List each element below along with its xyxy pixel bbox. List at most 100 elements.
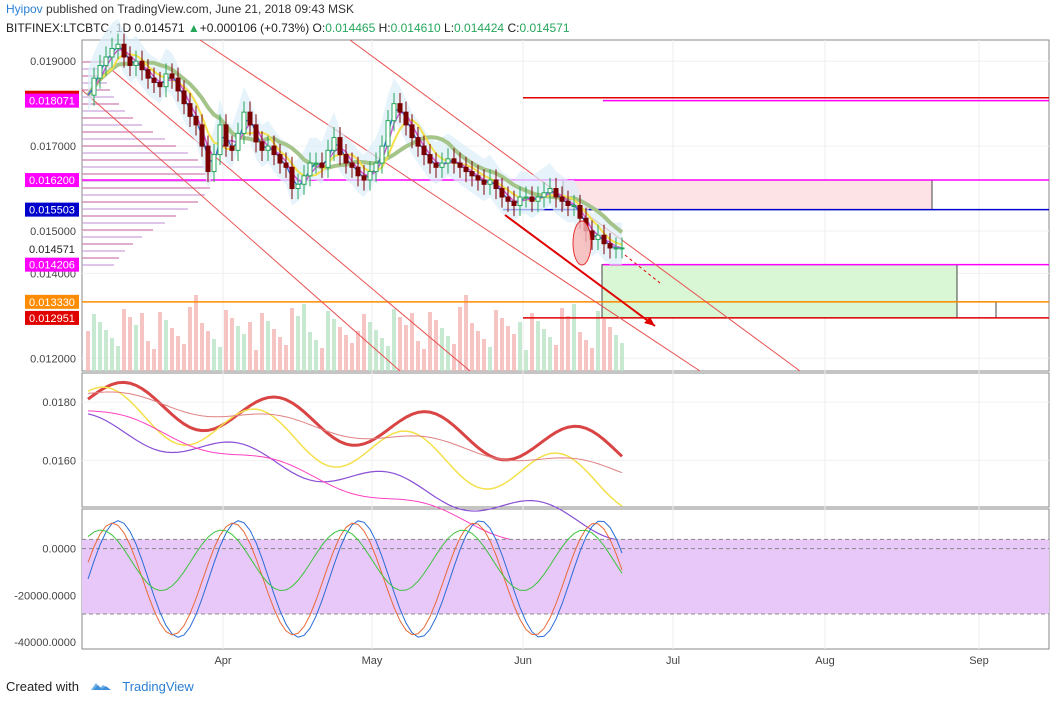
- volume-bar: [368, 322, 372, 371]
- author-link[interactable]: Hyipov: [6, 2, 43, 16]
- price-tag-label: 0.016200: [29, 175, 75, 187]
- candle-body: [157, 81, 163, 88]
- candle-body: [175, 77, 181, 92]
- volume-bar: [188, 307, 192, 371]
- volume-bar: [428, 312, 432, 371]
- projection-arrow-dashed: [624, 254, 661, 284]
- candle-body: [205, 145, 211, 173]
- volume-bar: [128, 317, 132, 371]
- oscillator-line: [87, 522, 623, 636]
- volume-bar: [272, 329, 276, 371]
- volume-bar: [170, 328, 174, 371]
- candle-body: [385, 120, 391, 147]
- low-value: 0.014424: [454, 21, 505, 35]
- candle-body: [499, 188, 505, 198]
- volume-bar: [158, 312, 162, 371]
- candle-body: [307, 162, 313, 177]
- resistance-zone: [562, 179, 933, 211]
- candle-body: [505, 196, 511, 202]
- volume-bar: [212, 339, 216, 371]
- open-value: 0.014465: [325, 21, 376, 35]
- candle-body: [541, 192, 547, 198]
- oscillator-tick-label: 0.0000: [42, 544, 76, 556]
- volume-bar: [278, 337, 282, 371]
- indicator-line: [87, 391, 623, 474]
- volume-bar: [182, 344, 186, 371]
- candle-body: [397, 103, 403, 113]
- x-tick-label: Jun: [514, 655, 532, 667]
- volume-bar: [554, 345, 558, 371]
- candle-body: [457, 162, 463, 168]
- candle-body: [229, 145, 235, 151]
- candle-body: [409, 124, 415, 139]
- candle-body: [295, 183, 301, 190]
- volume-bar: [146, 341, 150, 371]
- candle-body: [133, 60, 139, 66]
- indicator-line: [87, 386, 623, 507]
- volume-bar: [296, 316, 300, 371]
- price-tick-label: 0.015000: [30, 226, 76, 238]
- channel-line: [81, 89, 401, 372]
- price-tag-label: 0.014206: [29, 260, 75, 272]
- volume-bar: [386, 346, 390, 371]
- volume-bar: [152, 349, 156, 371]
- candle-body: [553, 188, 559, 198]
- volume-bar: [326, 311, 330, 371]
- volume-bar: [602, 319, 606, 371]
- candle-body: [247, 111, 253, 126]
- volume-bar: [260, 313, 264, 371]
- volume-bar: [254, 350, 258, 371]
- candle-body: [493, 179, 499, 190]
- volume-bar: [314, 340, 318, 371]
- volume-bar: [362, 314, 366, 371]
- volume-bar: [284, 345, 288, 371]
- volume-bar: [524, 350, 528, 371]
- candle-body: [517, 196, 523, 206]
- candle-body: [403, 111, 409, 126]
- tradingview-link[interactable]: TradingView: [122, 679, 194, 694]
- price-tag: [25, 242, 79, 257]
- volume-bar: [332, 319, 336, 371]
- channel-line: [99, 59, 471, 372]
- volume-bar: [116, 346, 120, 371]
- support-zone: [601, 264, 958, 319]
- volume-bar: [446, 336, 450, 371]
- candle-body: [529, 196, 535, 202]
- volume-bar: [218, 347, 222, 371]
- indicator-line: [87, 380, 624, 462]
- price-tag-label: 0.015503: [29, 205, 75, 217]
- volume-bar: [194, 295, 198, 371]
- candle-body: [559, 196, 565, 202]
- candle-body: [253, 124, 259, 143]
- volume-bar: [578, 332, 582, 371]
- volume-bar: [596, 311, 600, 371]
- published-line: Hyipov published on TradingView.com, Jun…: [6, 2, 354, 16]
- volume-bar: [290, 308, 294, 371]
- volume-bar: [548, 337, 552, 371]
- price-tag-label: 0.018071: [29, 96, 75, 108]
- volume-bar: [266, 321, 270, 371]
- candle-body: [427, 154, 433, 164]
- open-label: O:: [312, 21, 326, 35]
- indicator-tick-label: 0.0180: [42, 397, 76, 409]
- x-tick-label: Sep: [969, 655, 989, 667]
- volume-bar: [230, 318, 234, 371]
- candle-body: [109, 47, 115, 58]
- candle-body: [277, 154, 283, 164]
- candle-body: [607, 243, 613, 249]
- volume-bar: [440, 328, 444, 371]
- price-tag-label: 0.014571: [29, 244, 75, 256]
- volume-bar: [416, 341, 420, 371]
- change-value: +0.000106 (+0.73%): [199, 21, 310, 35]
- candle-body: [445, 158, 451, 164]
- oscillator-tick-label: -40000.0000: [14, 637, 76, 649]
- candle-body: [361, 175, 367, 181]
- candle-body: [235, 132, 241, 151]
- volume-bar: [542, 329, 546, 371]
- price-tag: [25, 257, 79, 272]
- volume-bar: [422, 349, 426, 371]
- footer: Created with TradingView: [6, 679, 194, 695]
- projection-arrow: [504, 214, 656, 327]
- x-tick-label: Apr: [214, 655, 231, 667]
